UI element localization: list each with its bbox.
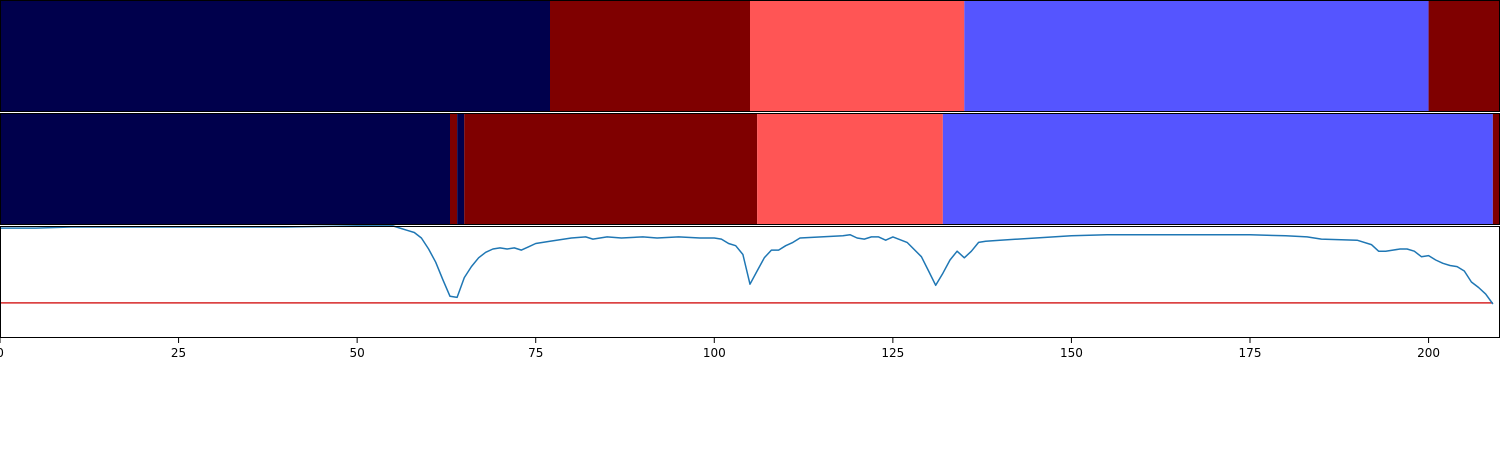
- middle-strip-segment-2: [457, 114, 465, 224]
- top-color-strip: [0, 1, 1500, 111]
- x-tick-label-8: 200: [1417, 346, 1440, 360]
- x-tick-label-5: 125: [881, 346, 904, 360]
- middle-strip-segment-1: [450, 114, 458, 224]
- x-tick-label-0: 0: [0, 346, 4, 360]
- top-strip-segment-0: [0, 1, 550, 111]
- top-strip-segment-4: [1428, 1, 1500, 111]
- middle-strip-segment-3: [464, 114, 758, 224]
- x-tick-label-2: 50: [350, 346, 365, 360]
- middle-strip-segment-5: [942, 114, 1493, 224]
- middle-strip-segment-4: [757, 114, 943, 224]
- top-strip-segment-3: [964, 1, 1429, 111]
- x-tick-label-7: 175: [1239, 346, 1262, 360]
- x-tick-label-3: 75: [528, 346, 543, 360]
- top-strip-segment-1: [550, 1, 750, 111]
- middle-strip-segment-6: [1492, 114, 1500, 224]
- middle-color-strip: [0, 114, 1500, 224]
- line-plot-panel: 0 25 50 75 100 125 150 175 200: [0, 225, 1500, 360]
- x-tick-label-6: 150: [1060, 346, 1083, 360]
- middle-strip-segment-0: [0, 114, 450, 224]
- top-strip-segment-2: [750, 1, 965, 111]
- x-tick-label-4: 100: [703, 346, 726, 360]
- x-axis: 0 25 50 75 100 125 150 175 200: [0, 338, 1440, 360]
- series-line: [0, 225, 1494, 305]
- x-tick-label-1: 25: [171, 346, 186, 360]
